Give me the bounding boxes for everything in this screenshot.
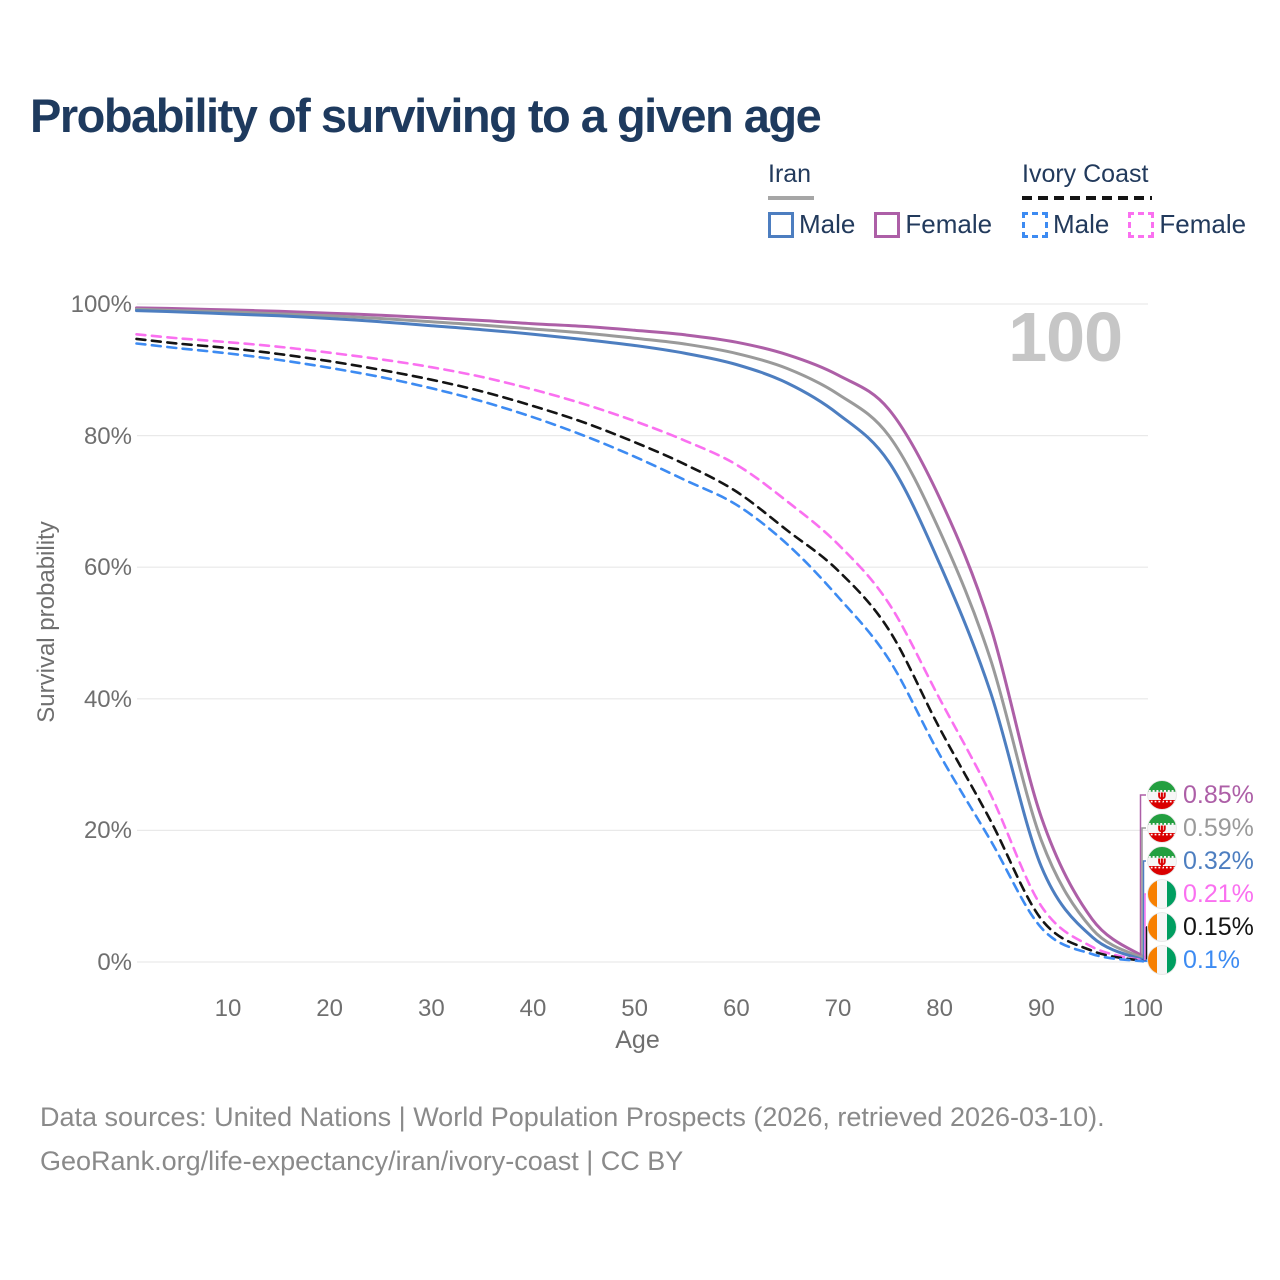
x-tick-label-50: 50 (621, 995, 648, 1022)
end-label-value: 0.15% (1183, 912, 1254, 941)
legend-item-iran-male[interactable]: Male (768, 209, 855, 240)
end-label-ivory-coast-male[interactable]: 0.1% (1147, 945, 1240, 975)
y-tick-label-60: 60% (83, 554, 132, 582)
legend-item-iran-female[interactable]: Female (874, 209, 992, 240)
end-label-value: 0.1% (1183, 945, 1240, 974)
legend-country-label: Ivory Coast (1022, 160, 1149, 188)
ivory-coast-flag-icon (1147, 879, 1177, 909)
legend-swatch-iran-male (768, 211, 794, 238)
series-line-ivory-coast-male[interactable] (135, 342, 1145, 963)
end-label-iran-female[interactable]: ψ 0.85% (1147, 780, 1254, 810)
iran-flag-icon: ψ (1147, 780, 1177, 810)
svg-text:ψ: ψ (1157, 854, 1166, 868)
end-label-value: 0.85% (1183, 780, 1254, 809)
svg-text:ψ: ψ (1157, 821, 1166, 835)
legend-linestyle-dashed-sample (1022, 196, 1152, 200)
x-tick-label-20: 20 (316, 995, 343, 1022)
legend-country-iran[interactable]: Iran (768, 160, 992, 200)
legend-group-ivory-coast: Ivory Coast Male Female (1022, 160, 1246, 240)
svg-text:ψ: ψ (1157, 788, 1166, 802)
series-line-iran-female[interactable] (135, 306, 1145, 958)
legend-swatch-iran-female (874, 211, 901, 238)
iran-flag-icon: ψ (1147, 813, 1177, 843)
legend-item-label: Male (799, 209, 856, 239)
series-line-ivory-coast[interactable] (135, 337, 1145, 963)
iran-flag-icon: ψ (1147, 846, 1177, 876)
y-tick-label-80: 80% (83, 422, 132, 450)
end-label-iran[interactable]: ψ 0.59% (1147, 813, 1254, 843)
x-tick-label-40: 40 (519, 995, 547, 1022)
ivory-coast-flag-icon (1147, 945, 1177, 975)
x-tick-label-30: 30 (417, 995, 445, 1022)
end-label-iran-male[interactable]: ψ 0.32% (1147, 846, 1254, 876)
page-title: Probability of surviving to a given age (30, 89, 822, 142)
footer: Data sources: United Nations | World Pop… (40, 1102, 1105, 1190)
legend-country-ivory-coast[interactable]: Ivory Coast (1022, 160, 1246, 200)
x-tick-label-100: 100 (1122, 995, 1164, 1022)
x-tick-label-10: 10 (214, 995, 242, 1022)
legend-item-ivory-coast-male[interactable]: Male (1022, 209, 1109, 240)
x-tick-label-90: 90 (1027, 995, 1055, 1022)
x-tick-label-70: 70 (824, 995, 852, 1022)
y-tick-label-20: 20% (83, 817, 132, 845)
y-tick-label-40: 40% (83, 685, 132, 713)
y-tick-label-0: 0% (97, 949, 132, 976)
legend-swatch-ivory-coast-male (1022, 211, 1048, 238)
series-line-ivory-coast-female[interactable] (135, 333, 1145, 962)
ivory-coast-flag-icon (1147, 912, 1177, 942)
footer-data-sources: Data sources: United Nations | World Pop… (40, 1102, 1105, 1132)
x-axis-title: Age (615, 1026, 660, 1054)
footer-attribution-link: GeoRank.org/life-expectancy/iran/ivory-c… (40, 1146, 684, 1176)
end-label-ivory-coast-female[interactable]: 0.21% (1147, 879, 1254, 909)
legend-country-label: Iran (768, 160, 812, 188)
watermark-100: 100 (1008, 298, 1123, 376)
series-line-iran-male[interactable] (135, 309, 1145, 962)
end-label-value: 0.32% (1183, 846, 1254, 875)
legend-linestyle-solid-sample (768, 196, 814, 200)
legend-item-ivory-coast-female[interactable]: Female (1128, 209, 1246, 240)
legend-item-label: Male (1053, 209, 1110, 239)
y-tick-label-100: 100% (70, 291, 132, 318)
x-tick-label-60: 60 (722, 995, 750, 1022)
x-tick-label-80: 80 (926, 995, 953, 1022)
legend-item-label: Female (1159, 209, 1247, 239)
legend-item-label: Female (905, 209, 993, 239)
series-line-iran[interactable] (135, 307, 1145, 960)
end-label-value: 0.59% (1183, 813, 1254, 842)
legend-group-iran: Iran Male Female (768, 160, 992, 240)
legend-swatch-ivory-coast-female (1128, 211, 1155, 238)
end-label-ivory-coast[interactable]: 0.15% (1147, 912, 1254, 942)
end-label-value: 0.21% (1183, 879, 1254, 908)
